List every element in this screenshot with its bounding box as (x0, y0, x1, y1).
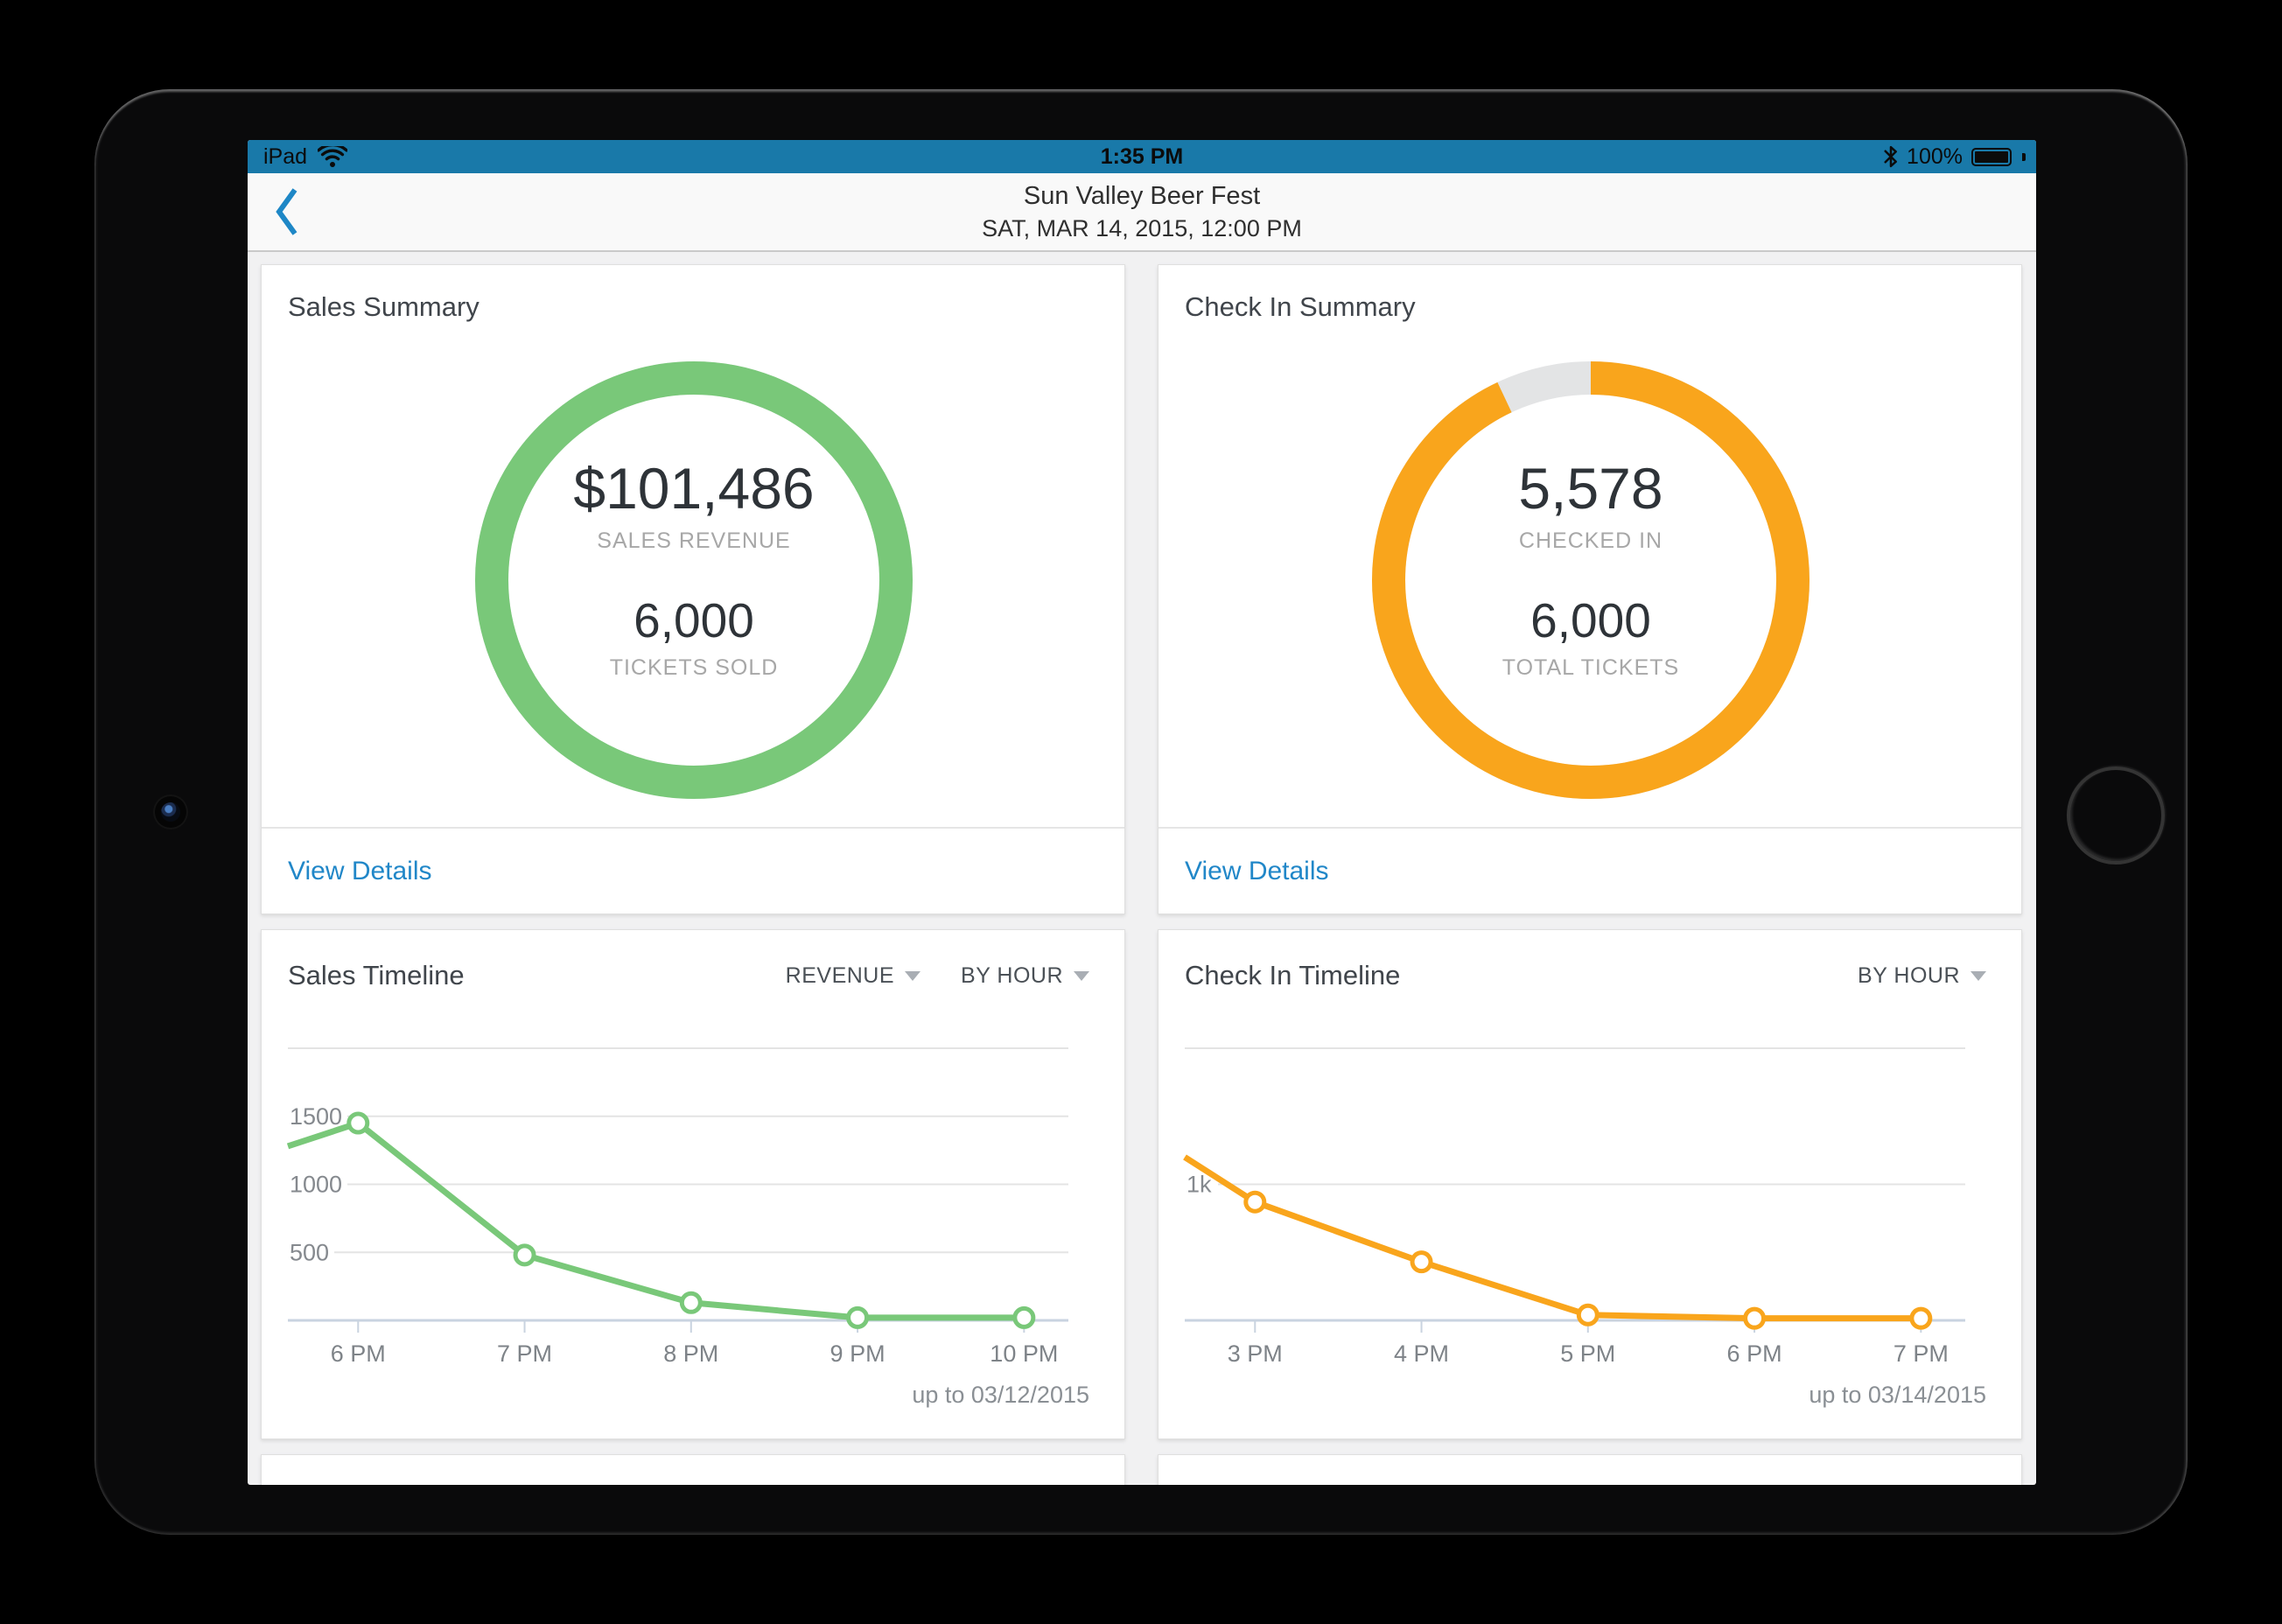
wifi-icon (318, 145, 348, 167)
checkin-view-details-link[interactable]: View Details (1185, 856, 1329, 886)
svg-text:1500: 1500 (290, 1103, 342, 1130)
back-button[interactable] (274, 186, 309, 238)
checkin-line-chart: 1k 3 PM 4 PM 5 PM 6 PM 7 PM (1183, 1047, 1965, 1367)
sales-timeline-card: Sales Timeline REVENUE BY HOUR (261, 929, 1125, 1439)
dashboard-content: Sales Summary $101,486 SALES REVENUE 6,0… (248, 252, 2036, 1485)
details-row: View Details (1158, 827, 2021, 914)
battery-nub (2022, 152, 2026, 161)
svg-text:1000: 1000 (290, 1172, 342, 1198)
svg-text:6 PM: 6 PM (1727, 1340, 1782, 1367)
event-datetime: SAT, MAR 14, 2015, 12:00 PM (982, 215, 1302, 242)
partial-card (1158, 1454, 2022, 1485)
card-title: Check In Timeline (1185, 960, 1401, 990)
interval-dropdown[interactable]: BY HOUR (1858, 963, 1986, 989)
card-title: Sales Summary (288, 291, 480, 322)
status-bar: iPad 1:35 PM 100% (248, 140, 2036, 173)
svg-text:500: 500 (290, 1239, 329, 1265)
caret-down-icon (905, 970, 921, 981)
chart-footnote: up to 03/12/2015 (912, 1382, 1089, 1408)
home-button[interactable] (2067, 766, 2165, 864)
svg-text:7 PM: 7 PM (497, 1340, 552, 1367)
interval-dropdown-label: BY HOUR (961, 962, 1063, 988)
total-tickets-value: 6,000 (1530, 593, 1651, 648)
interval-dropdown[interactable]: BY HOUR (961, 963, 1089, 989)
caret-down-icon (1074, 970, 1089, 981)
metric-dropdown-label: REVENUE (785, 962, 895, 988)
front-camera-icon (161, 802, 180, 822)
sales-summary-card: Sales Summary $101,486 SALES REVENUE 6,0… (261, 264, 1125, 914)
svg-text:9 PM: 9 PM (830, 1340, 886, 1367)
svg-text:4 PM: 4 PM (1394, 1340, 1449, 1367)
checkin-summary-card: Check In Summary 5,578 CHECKED IN 6,000 … (1158, 264, 2022, 914)
checkin-timeline-card: Check In Timeline BY HOUR 1k 3 PM 4 PM 5 PM… (1158, 929, 2022, 1439)
card-title: Sales Timeline (288, 960, 465, 990)
sales-revenue-value: $101,486 (573, 456, 815, 521)
chart-footnote: up to 03/14/2015 (1809, 1382, 1986, 1408)
svg-text:6 PM: 6 PM (331, 1340, 386, 1367)
back-chevron-icon (276, 188, 298, 235)
tickets-sold-label: TICKETS SOLD (609, 655, 779, 680)
screen: iPad 1:35 PM 100% (248, 140, 2036, 1485)
event-title: Sun Valley Beer Fest (1023, 182, 1261, 210)
ipad-bezel: iPad 1:35 PM 100% (94, 89, 2188, 1535)
tickets-sold-value: 6,000 (634, 593, 754, 648)
partial-card (261, 1454, 1125, 1485)
card-title: Check In Summary (1185, 291, 1416, 322)
sales-line-chart: 1500 1000 500 6 PM 7 PM 8 PM 9 PM 10 PM (286, 1047, 1068, 1367)
checked-in-value: 5,578 (1518, 456, 1663, 521)
total-tickets-label: TOTAL TICKETS (1502, 655, 1680, 680)
sales-revenue-label: SALES REVENUE (597, 528, 791, 553)
clock: 1:35 PM (1100, 144, 1184, 169)
sales-view-details-link[interactable]: View Details (288, 856, 432, 886)
svg-text:3 PM: 3 PM (1228, 1340, 1283, 1367)
svg-text:5 PM: 5 PM (1560, 1340, 1615, 1367)
carrier-label: iPad (263, 144, 308, 169)
battery-percent-label: 100% (1907, 144, 1963, 169)
details-row: View Details (262, 827, 1124, 914)
checked-in-label: CHECKED IN (1518, 528, 1663, 553)
checkin-donut-chart: 5,578 CHECKED IN 6,000 TOTAL TICKETS (1372, 361, 1810, 799)
bluetooth-icon (1884, 145, 1898, 168)
svg-text:1k: 1k (1186, 1172, 1212, 1198)
sales-donut-chart: $101,486 SALES REVENUE 6,000 TICKETS SOL… (475, 361, 913, 799)
svg-text:10 PM: 10 PM (990, 1340, 1058, 1367)
interval-dropdown-label: BY HOUR (1858, 962, 1960, 988)
caret-down-icon (1970, 970, 1986, 981)
nav-bar: Sun Valley Beer Fest SAT, MAR 14, 2015, … (248, 173, 2036, 252)
battery-icon (1971, 147, 2012, 166)
svg-text:7 PM: 7 PM (1894, 1340, 1949, 1367)
donut-ring (1372, 361, 1810, 799)
donut-ring (475, 361, 913, 799)
metric-dropdown[interactable]: REVENUE (785, 962, 921, 989)
svg-text:8 PM: 8 PM (663, 1340, 718, 1367)
